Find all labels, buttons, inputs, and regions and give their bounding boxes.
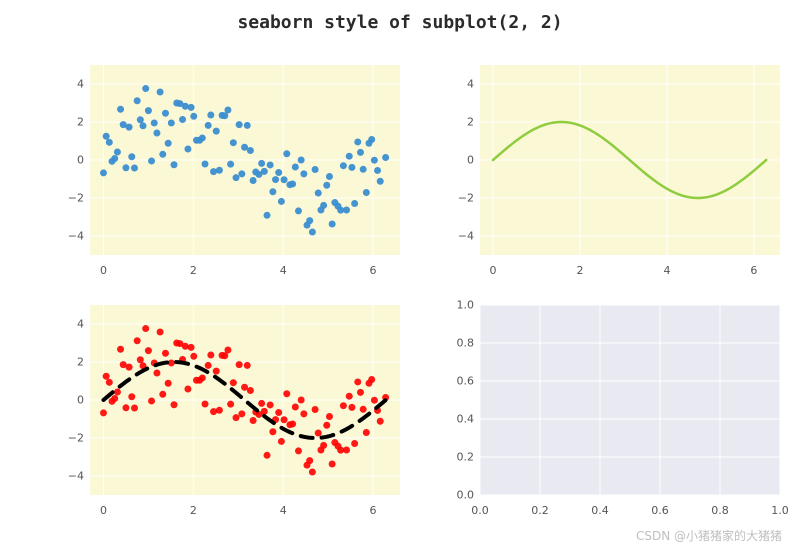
x-tick-label: 0.6: [651, 504, 669, 517]
plot-area: [480, 65, 780, 255]
subplot-top-left: 0 2 4 6 −4 −2 0 2 4: [40, 55, 410, 285]
x-tick-label: 0.4: [591, 504, 609, 517]
x-tick-label: 0.2: [531, 504, 549, 517]
subplot-top-right: 0 2 4 6 −4 −2 0 2 4: [430, 55, 790, 285]
x-tick-label: 6: [370, 264, 377, 277]
y-tick-label: 1.0: [440, 299, 474, 312]
y-tick-label: 0.4: [440, 413, 474, 426]
y-tick-label: −4: [50, 230, 84, 243]
y-tick-label: 0.0: [440, 489, 474, 502]
y-tick-label: 0.2: [440, 451, 474, 464]
y-tick-label: 2: [50, 116, 84, 129]
x-tick-label: 0: [100, 504, 107, 517]
x-tick-label: 0: [490, 264, 497, 277]
y-tick-label: −2: [50, 432, 84, 445]
watermark-text: CSDN @小猪猪家的大猪猪: [636, 527, 782, 544]
y-tick-label: −2: [440, 192, 474, 205]
x-tick-label: 0.8: [711, 504, 729, 517]
x-tick-label: 0.0: [471, 504, 489, 517]
y-tick-label: 4: [50, 78, 84, 91]
figure: seaborn style of subplot(2, 2) 0246−4−20…: [0, 0, 800, 550]
y-tick-label: 4: [440, 78, 474, 91]
y-tick-label: 0: [440, 154, 474, 167]
subplot-bottom-right: 0.0 0.2 0.4 0.6 0.8 1.0 0.0 0.2 0.4 0.6 0.8 1.0: [430, 295, 790, 525]
y-tick-label: 0: [50, 394, 84, 407]
plot-area: [480, 305, 780, 495]
x-tick-label: 4: [280, 504, 287, 517]
y-tick-label: −4: [50, 470, 84, 483]
x-tick-label: 2: [577, 264, 584, 277]
x-tick-label: 6: [370, 504, 377, 517]
y-tick-label: −4: [440, 230, 474, 243]
subplot-bottom-left: 0 2 4 6 −4 −2 0 2 4: [40, 295, 410, 525]
x-tick-label: 0: [100, 264, 107, 277]
y-tick-label: 0: [50, 154, 84, 167]
x-tick-label: 4: [280, 264, 287, 277]
x-tick-label: 2: [190, 264, 197, 277]
y-tick-label: 2: [440, 116, 474, 129]
y-tick-label: 2: [50, 356, 84, 369]
x-tick-label: 1.0: [771, 504, 789, 517]
y-tick-label: −2: [50, 192, 84, 205]
x-tick-label: 6: [750, 264, 757, 277]
x-tick-label: 2: [190, 504, 197, 517]
plot-area: [90, 65, 400, 255]
y-tick-label: 4: [50, 318, 84, 331]
plot-area: [90, 305, 400, 495]
y-tick-label: 0.8: [440, 337, 474, 350]
figure-title: seaborn style of subplot(2, 2): [0, 12, 800, 33]
x-tick-label: 4: [663, 264, 670, 277]
y-tick-label: 0.6: [440, 375, 474, 388]
